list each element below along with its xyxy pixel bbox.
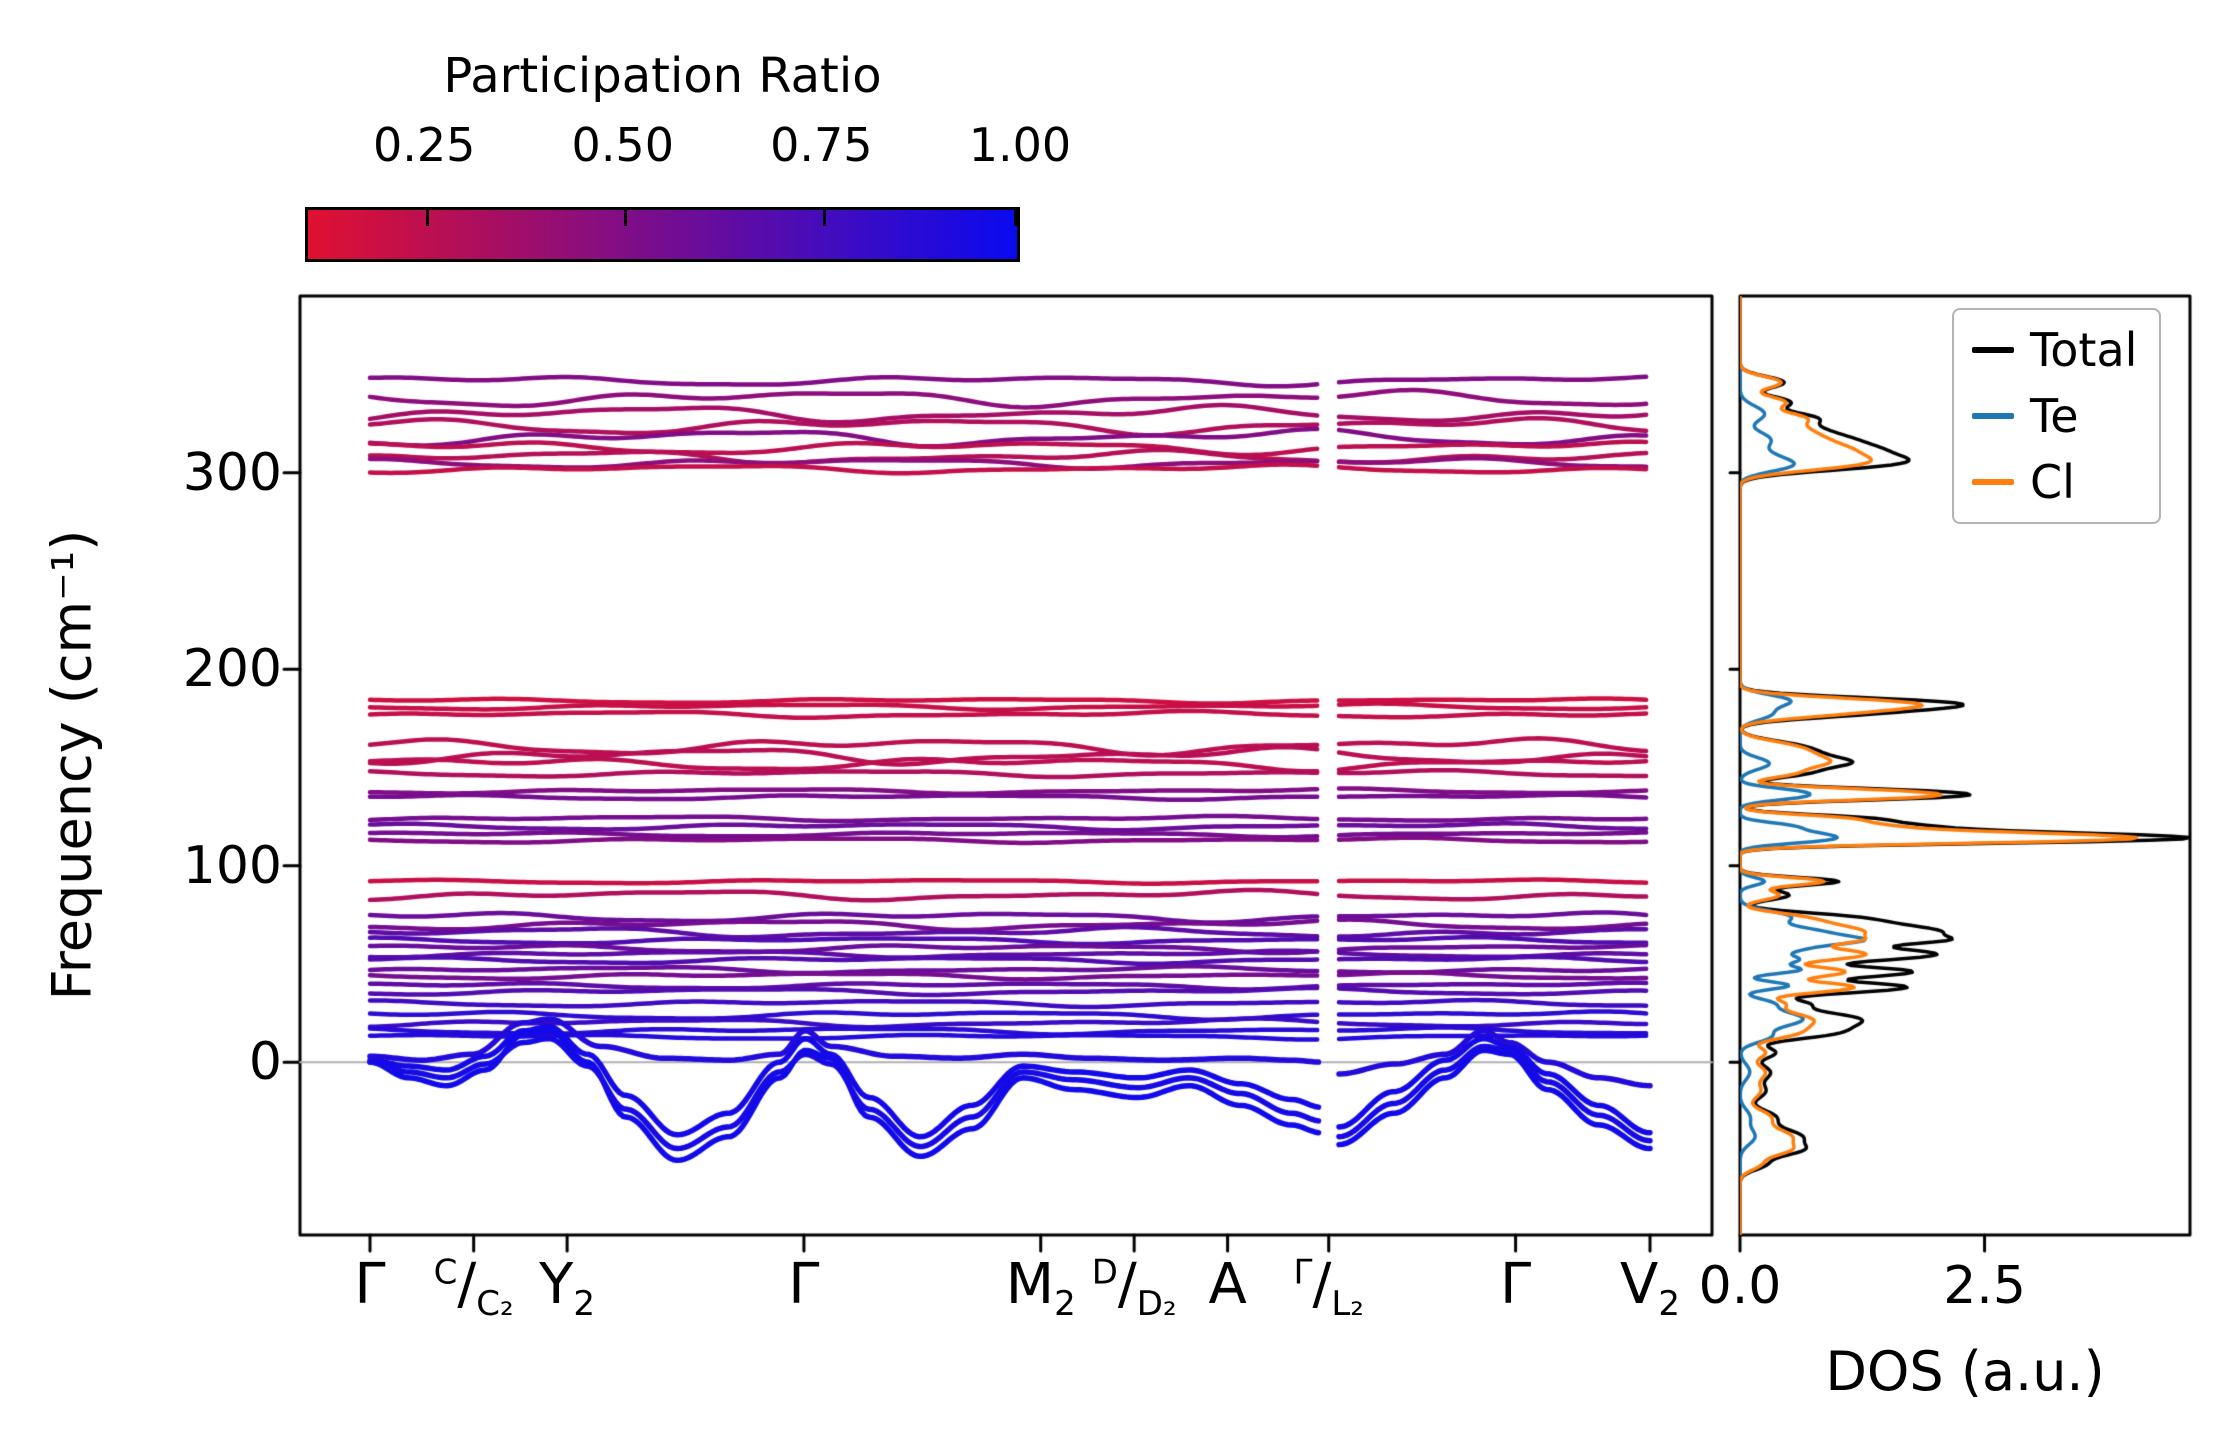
- legend-entry-cl: Cl: [1972, 456, 2137, 508]
- k-label-main: M: [1005, 1252, 1055, 1317]
- y-tick-label: 300: [182, 442, 282, 503]
- k-label-main: Γ: [1499, 1252, 1532, 1317]
- k-point-label: A: [1118, 1252, 1338, 1317]
- y-tick-label: 100: [182, 835, 282, 896]
- k-point-label: Γ: [260, 1252, 480, 1317]
- legend-entry-te: Te: [1972, 390, 2137, 442]
- colorbar-tick-mark: [425, 210, 429, 226]
- dos-x-tick-label: 2.5: [1943, 1256, 2026, 1316]
- k-label-main: Y: [539, 1252, 574, 1317]
- colorbar-tick-label: 1.00: [968, 118, 1072, 172]
- colorbar-tick-mark: [822, 210, 826, 226]
- k-label-sub: L₂: [1331, 1284, 1364, 1325]
- legend-label: Cl: [2030, 455, 2075, 509]
- legend-label: Total: [2030, 323, 2138, 377]
- dos-x-axis-label: DOS (a.u.): [1825, 1340, 2105, 1403]
- legend-line-swatch: [1972, 347, 2014, 353]
- colorbar-tick-mark: [624, 210, 628, 226]
- k-label-sup: D: [1091, 1252, 1118, 1293]
- k-label-main: V: [1620, 1252, 1659, 1317]
- legend-line-swatch: [1972, 479, 2014, 485]
- k-label-main: A: [1208, 1252, 1247, 1317]
- y-tick-label: 0: [248, 1032, 282, 1093]
- k-point-label: Y2: [457, 1252, 677, 1324]
- k-point-label: Γ/L₂: [1219, 1252, 1439, 1324]
- k-point-label: C/C₂: [364, 1252, 584, 1324]
- colorbar-tick-mark: [1014, 210, 1017, 226]
- legend-entry-total: Total: [1972, 324, 2137, 376]
- dos-x-tick-label: 0.0: [1698, 1256, 1782, 1316]
- y-axis-label: Frequency (cm⁻¹): [40, 529, 104, 1001]
- k-label-main: /: [457, 1252, 477, 1317]
- k-label-sup: Γ: [1293, 1252, 1313, 1293]
- legend-line-swatch: [1972, 413, 2014, 419]
- k-label-main: Γ: [788, 1252, 820, 1317]
- colorbar-tick-label: 0.50: [571, 118, 674, 172]
- k-label-sup: C: [433, 1252, 458, 1293]
- k-label-sub: 2: [1658, 1284, 1680, 1325]
- k-point-label: D/D₂: [1024, 1252, 1244, 1324]
- k-point-label: V2: [1540, 1252, 1760, 1324]
- colorbar-tick-label: 0.25: [372, 118, 476, 172]
- k-label-main: Γ: [354, 1252, 386, 1317]
- k-point-label: M2: [931, 1252, 1151, 1324]
- k-point-label: Γ: [1406, 1252, 1626, 1317]
- k-label-main: /: [1312, 1252, 1332, 1317]
- colorbar-title: Participation Ratio: [443, 48, 882, 104]
- k-point-label: Γ: [694, 1252, 914, 1317]
- y-tick-label: 200: [182, 639, 282, 700]
- k-label-sub: 2: [573, 1284, 596, 1325]
- k-label-sub: C₂: [476, 1284, 514, 1325]
- colorbar: [305, 207, 1020, 262]
- colorbar-tick-label: 0.75: [770, 118, 873, 172]
- k-label-sub: 2: [1054, 1284, 1076, 1325]
- k-label-main: /: [1117, 1252, 1137, 1317]
- legend-label: Te: [2030, 389, 2079, 443]
- k-label-sub: D₂: [1136, 1284, 1177, 1325]
- legend: Total Te Cl: [1952, 308, 2162, 524]
